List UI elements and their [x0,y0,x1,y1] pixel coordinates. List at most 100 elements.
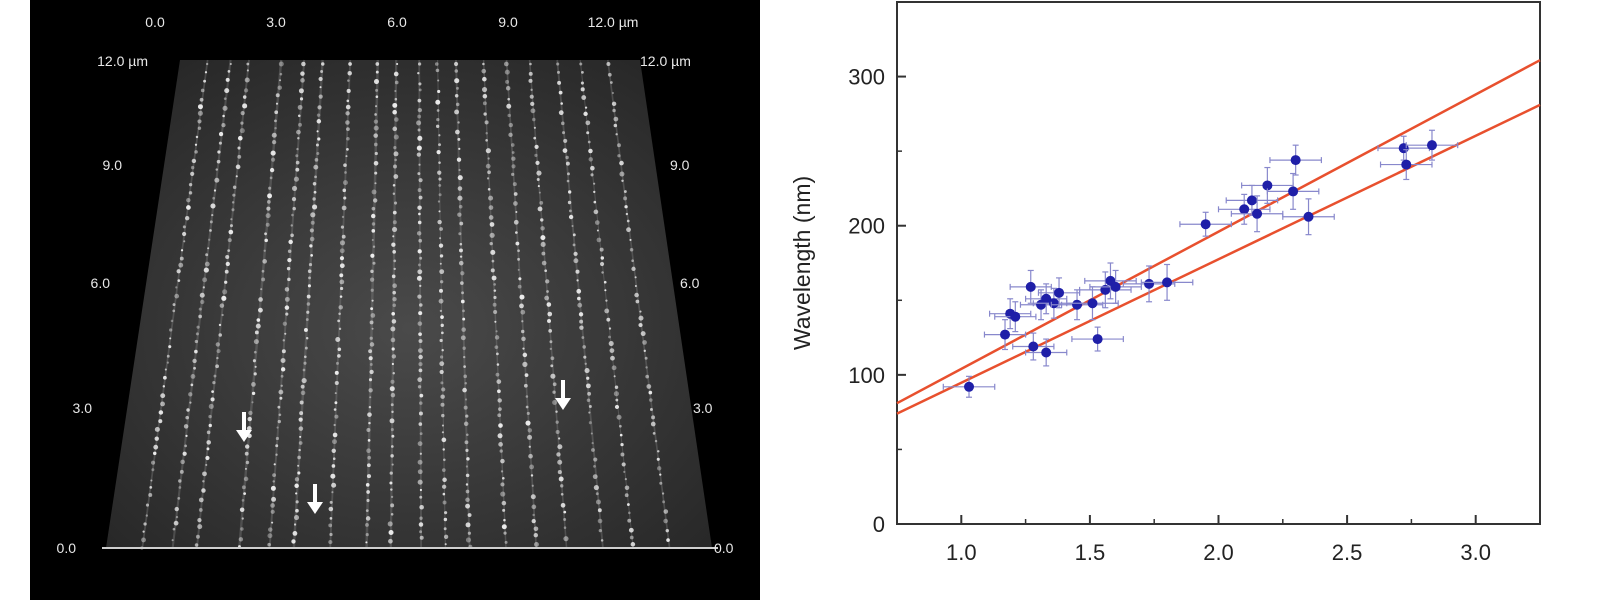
afm-nanodot [339,279,345,285]
afm-nanodot [180,249,184,252]
afm-nanodot [271,132,277,138]
afm-nanodot [418,354,423,360]
data-point-marker [1200,219,1211,230]
afm-nanodot [172,303,176,307]
afm-nanodot [239,128,245,134]
afm-nanodot-chains [140,61,670,550]
afm-nanodot [626,503,630,506]
afm-nanodot [260,288,263,291]
afm-nanodot [164,368,167,371]
afm-nanodot [365,522,369,527]
afm-nanodot [584,362,587,365]
afm-nanodot [293,523,297,526]
afm-nanodot [298,426,304,431]
afm-nanodot [534,153,538,157]
afm-nanodot [558,476,564,482]
afm-nanodot [268,186,272,190]
afm-nanodot [390,495,394,499]
afm-nanodot [392,126,398,132]
afm-nanodot [274,119,277,123]
afm-nanodot [418,82,422,86]
afm-nanodot [527,434,533,440]
afm-nanodot [318,94,323,99]
afm-nanodot [463,405,468,410]
afm-nanodot [316,130,319,133]
afm-nanodot [572,243,576,247]
afm-nanodot [438,177,442,181]
afm-nanodot [515,241,520,246]
afm-nanodot [540,218,544,222]
afm-nanodot [389,418,395,424]
afm-nanodot [173,520,179,526]
afm-nanodot [339,248,345,254]
afm-nanodot [392,371,395,375]
afm-nanodot [313,164,319,170]
afm-nanodot [328,523,333,528]
afm-nanodot [186,408,190,412]
afm-nanodot [662,500,666,504]
afm-nanodot [282,321,287,326]
afm-nanodot [438,243,444,248]
afm-nanodot [172,527,176,531]
afm-nanodot [588,157,593,162]
afm-nanodot [373,133,378,138]
afm-nanodot [547,318,552,323]
afm-nanodot [312,197,316,201]
afm-nanodot [576,288,582,294]
afm-nanodot [342,180,348,186]
afm-nanodot [441,424,445,427]
afm-nanodot [525,420,531,426]
afm-nanodot [149,486,153,489]
afm-nanodot [374,151,378,156]
afm-nanodot [192,358,197,364]
afm-nanodot [485,163,491,169]
afm-nanodot [540,241,546,248]
afm-nanodot [454,109,460,115]
fit-lines [896,59,1541,415]
afm-nanodot [520,329,525,334]
afm-nanodot [279,79,282,82]
afm-nanodot [374,113,377,116]
afm-nanodot [418,195,423,200]
afm-nanodot [608,327,612,330]
afm-nanodot [345,104,351,110]
afm-nanodot [624,485,630,491]
afm-nanodot [245,444,250,449]
afm-nanodot [329,517,333,520]
afm-nanodot [218,333,222,337]
afm-nanodot [528,445,531,448]
afm-nanodot [457,175,463,181]
afm-nanodot [631,266,636,271]
afm-nanodot [548,329,553,333]
afm-nanodot [169,337,172,340]
afm-nanodot [275,93,280,98]
afm-nanodot [279,396,283,400]
afm-nanodot [417,479,423,485]
afm-nanodot [393,174,399,179]
afm-nanodot [465,522,471,528]
afm-nanodot [496,379,502,384]
afm-nanodot [203,267,209,273]
afm-nanodot [242,103,248,109]
afm-nanodot [649,408,653,411]
afm-nanodot [368,356,373,361]
afm-nanodot [523,383,528,388]
afm-nanodot [209,229,212,232]
afm-nanodot [443,527,447,531]
afm-nanodot [418,348,423,354]
afm-nanodot [390,392,396,398]
afm-nanodot [208,423,212,428]
afm-nanodot [183,424,189,429]
afm-nanodot [230,218,233,221]
afm-nanodot [153,444,159,450]
afm-nanodot [530,108,536,114]
afm-nanodot [656,457,660,461]
afm-nanodot [440,381,444,385]
afm-nanodot [292,530,298,536]
afm-nanodot [346,147,349,151]
afm-nanodot [490,249,496,255]
afm-nanodot [240,121,244,125]
afm-nanodot [205,463,208,466]
afm-nanodot [201,488,206,493]
afm-nanodot [601,271,604,274]
